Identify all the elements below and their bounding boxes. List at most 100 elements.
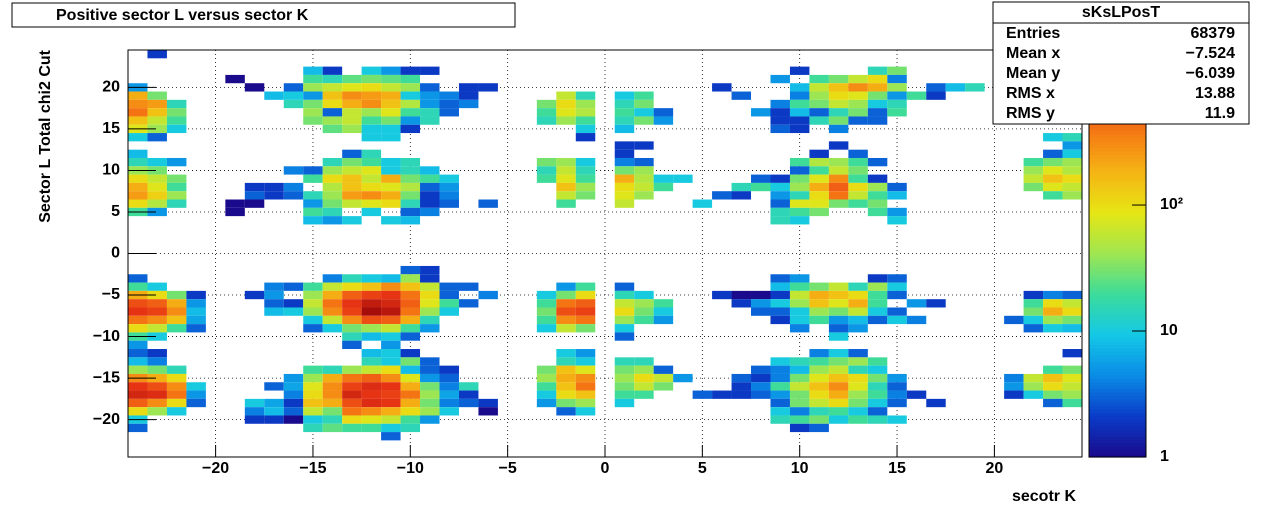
cell: [575, 157, 596, 167]
cell: [128, 398, 148, 408]
cell: [283, 299, 304, 308]
cell: [342, 99, 362, 109]
cell: [342, 415, 362, 424]
cell: [848, 74, 868, 84]
cell: [166, 174, 187, 183]
cell: [420, 324, 440, 333]
cell: [381, 290, 401, 300]
cell: [828, 141, 849, 150]
cell: [867, 315, 888, 325]
cell: [381, 307, 401, 316]
cell: [712, 191, 732, 200]
cell: [536, 99, 557, 109]
color-bar-step: [1089, 433, 1146, 438]
cell: [166, 365, 187, 374]
cell: [770, 108, 790, 117]
cell: [283, 415, 304, 424]
cell: [536, 157, 557, 167]
cell: [848, 398, 868, 408]
cell: [283, 191, 304, 200]
cell: [887, 207, 907, 217]
cell: [147, 324, 167, 333]
y-tick-label: 0: [111, 245, 120, 262]
cell: [887, 315, 907, 325]
cell: [439, 365, 459, 374]
cell: [556, 116, 576, 125]
color-bar-step: [1089, 328, 1146, 333]
cell: [575, 108, 596, 117]
cell: [614, 191, 635, 200]
cell: [828, 191, 849, 200]
cell: [420, 83, 440, 92]
y-tick-label: −5: [102, 286, 120, 303]
cell: [361, 124, 382, 134]
cell: [361, 324, 382, 333]
cell: [867, 382, 888, 391]
cell: [303, 174, 323, 183]
cell: [809, 108, 829, 117]
color-bar-step: [1089, 297, 1146, 302]
cell: [322, 274, 343, 283]
cell: [166, 182, 187, 192]
color-bar-step: [1089, 378, 1146, 383]
cell: [634, 365, 654, 374]
cell: [614, 91, 635, 100]
cell: [789, 382, 810, 391]
cell: [789, 274, 810, 283]
color-bar-step: [1089, 351, 1146, 356]
cell: [361, 191, 382, 200]
color-bar-step: [1089, 209, 1146, 214]
cell: [887, 182, 907, 192]
cell: [264, 307, 284, 316]
cell: [867, 91, 888, 100]
cell: [439, 398, 459, 408]
color-bar-step: [1089, 151, 1146, 156]
cell: [303, 66, 323, 75]
cell: [283, 307, 304, 316]
cell: [322, 116, 343, 125]
cell: [789, 157, 810, 167]
cell: [381, 182, 401, 192]
grid: [128, 50, 1082, 457]
color-bar-step: [1089, 440, 1146, 445]
cell: [381, 74, 401, 84]
stats-label: Entries: [1006, 25, 1060, 42]
cell: [303, 407, 323, 416]
x-tick-label: 5: [698, 460, 707, 477]
cell: [848, 91, 868, 100]
cell: [614, 166, 635, 175]
cell: [1062, 373, 1082, 383]
cell: [634, 307, 654, 316]
cell: [653, 182, 674, 192]
cell: [1062, 398, 1082, 408]
cell: [303, 365, 323, 374]
cell: [400, 390, 421, 399]
cell: [147, 91, 167, 100]
cell: [887, 290, 907, 300]
color-bar-step: [1089, 185, 1146, 190]
cell: [381, 66, 401, 75]
color-bar-step: [1089, 341, 1146, 346]
cell: [828, 290, 849, 300]
cell: [322, 315, 343, 325]
cell: [342, 274, 362, 283]
cell: [556, 357, 576, 366]
cell: [828, 83, 849, 92]
cell: [381, 91, 401, 100]
cell: [828, 166, 849, 175]
color-bar-step: [1089, 216, 1146, 221]
color-bar-step: [1089, 392, 1146, 397]
cell: [770, 398, 790, 408]
cell: [556, 157, 576, 167]
cell: [867, 282, 888, 291]
cell: [1062, 299, 1082, 308]
cell: [770, 116, 790, 125]
cell: [1043, 191, 1063, 200]
cell: [420, 357, 440, 366]
color-bar-step: [1089, 446, 1146, 451]
cell: [420, 307, 440, 316]
cell: [342, 340, 362, 350]
cell: [147, 390, 167, 399]
cell: [536, 324, 557, 333]
cell: [381, 349, 401, 358]
